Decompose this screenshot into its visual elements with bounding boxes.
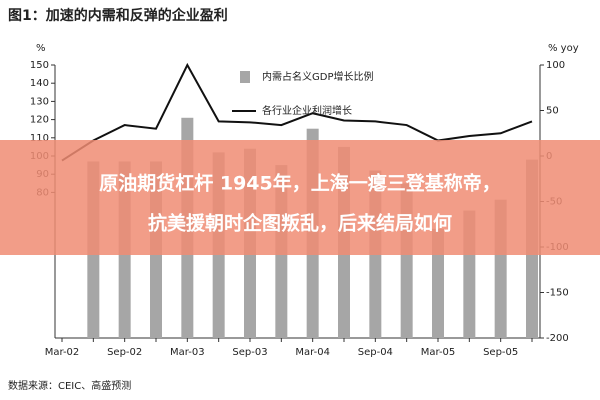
x-tick-label: Sep-03	[232, 347, 267, 358]
y-tick-label: 110	[30, 133, 49, 144]
y-tick-label: 140	[30, 78, 49, 89]
chart-title: 图1：加速的内需和反弹的企业盈利	[8, 7, 228, 24]
x-tick-label: Mar-05	[421, 347, 456, 358]
y2-tick-label: -200	[546, 333, 569, 344]
y-tick-label: 130	[30, 96, 49, 107]
banner-line: 原油期货杠杆 1945年，上海一瘪三登基称帝，	[99, 172, 501, 195]
x-tick-label: Sep-05	[483, 347, 518, 358]
banner-bg	[0, 140, 600, 255]
y-tick-label: 120	[30, 115, 49, 126]
line	[61, 62, 533, 162]
x-tick-label: Mar-02	[45, 347, 80, 358]
y2-tick-label: 50	[546, 106, 559, 117]
legend-label: 内需占名义GDP增长比例	[262, 70, 373, 83]
bar	[432, 228, 444, 338]
x-tick-label: Sep-02	[107, 347, 142, 358]
y-axis-label: %	[36, 43, 46, 54]
y2-tick-label: 100	[546, 60, 565, 71]
legend-swatch	[240, 71, 250, 83]
y2-axis-label: % yoy	[548, 43, 579, 54]
y2-tick-label: -150	[546, 288, 569, 299]
banner-line: 抗美援朝时企图叛乱，后来结局如何	[148, 212, 452, 235]
x-tick-label: Mar-04	[295, 347, 330, 358]
source: 数据来源：CEIC、高盛预测	[8, 379, 131, 392]
x-tick-label: Sep-04	[358, 347, 393, 358]
x-tick-label: Mar-03	[170, 347, 205, 358]
y-tick-label: 150	[30, 60, 49, 71]
legend-label: 各行业企业利润增长	[262, 104, 352, 117]
